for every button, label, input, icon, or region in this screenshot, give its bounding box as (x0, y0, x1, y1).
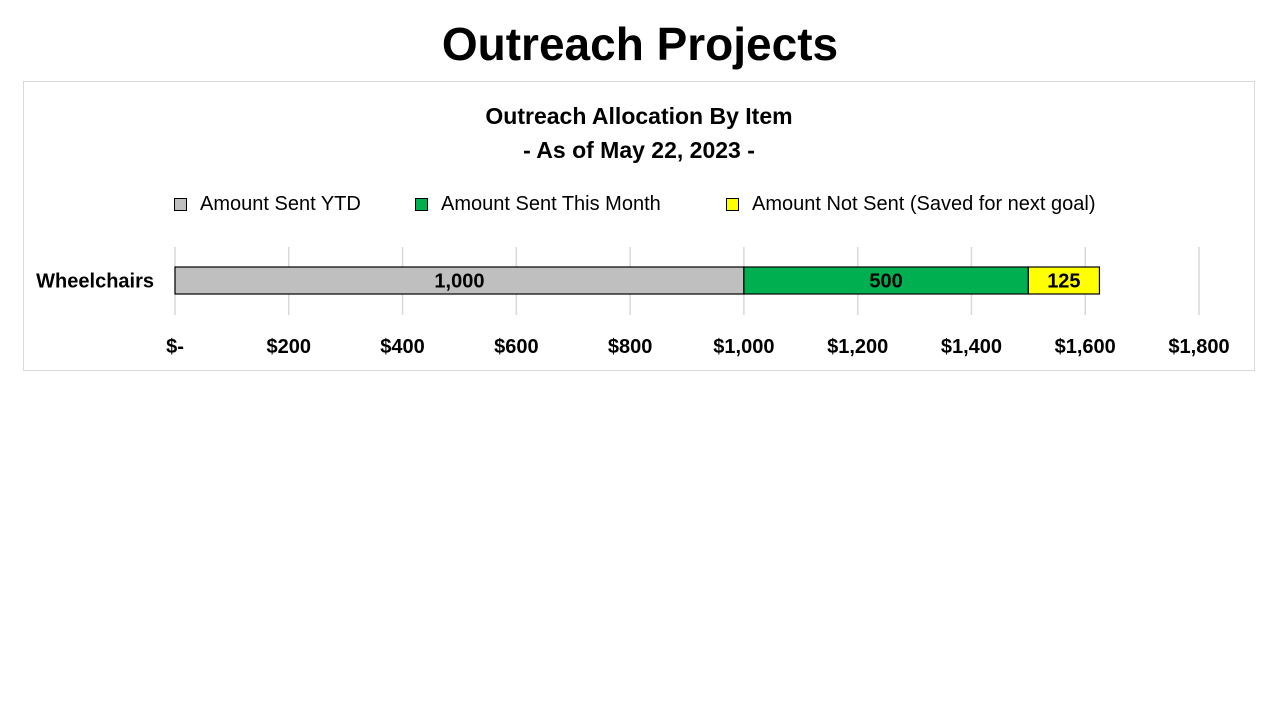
legend-item-sent-ytd: Amount Sent YTD (174, 190, 361, 218)
legend-item-not-sent: Amount Not Sent (Saved for next goal) (726, 190, 1096, 218)
legend-label-sent-this-month: Amount Sent This Month (441, 192, 661, 215)
data-label: 1,000 (434, 271, 484, 293)
x-tick-label: $1,400 (941, 336, 1002, 358)
legend-label-sent-ytd: Amount Sent YTD (200, 192, 361, 215)
data-label: 500 (869, 271, 902, 293)
x-tick-label: $400 (380, 336, 425, 358)
chart-title: Outreach Allocation By Item (485, 103, 793, 129)
x-tick-label: $1,200 (827, 336, 888, 358)
legend-swatch-sent-this-month (415, 197, 428, 211)
legend-swatch-sent-ytd (174, 197, 187, 211)
x-tick-label: $- (166, 336, 184, 358)
data-label: 125 (1047, 271, 1080, 293)
legend-swatch-not-sent (726, 197, 739, 211)
x-tick-label: $1,800 (1168, 336, 1229, 358)
x-tick-label: $200 (267, 336, 312, 358)
chart-area: Outreach Allocation By Item - As of May … (23, 81, 1255, 371)
x-tick-label: $800 (608, 336, 653, 358)
category-label: Wheelchairs (36, 271, 154, 293)
legend-item-sent-this-month: Amount Sent This Month (415, 190, 661, 218)
bar-chart-svg: Wheelchairs 1,000 500 125 $- $200 $400 $600 $800… (36, 247, 1230, 358)
x-tick-label: $1,000 (713, 336, 774, 358)
x-tick-label: $1,600 (1055, 336, 1116, 358)
x-tick-label: $600 (494, 336, 539, 358)
page-title: Outreach Projects (441, 18, 839, 70)
bar-segment (1027, 266, 1101, 295)
chart-legend: Amount Sent YTD Amount Sent This Month A… (24, 190, 1254, 218)
chart-subtitle: - As of May 22, 2023 - (523, 137, 755, 163)
legend-label-not-sent: Amount Not Sent (Saved for next goal) (752, 192, 1096, 215)
